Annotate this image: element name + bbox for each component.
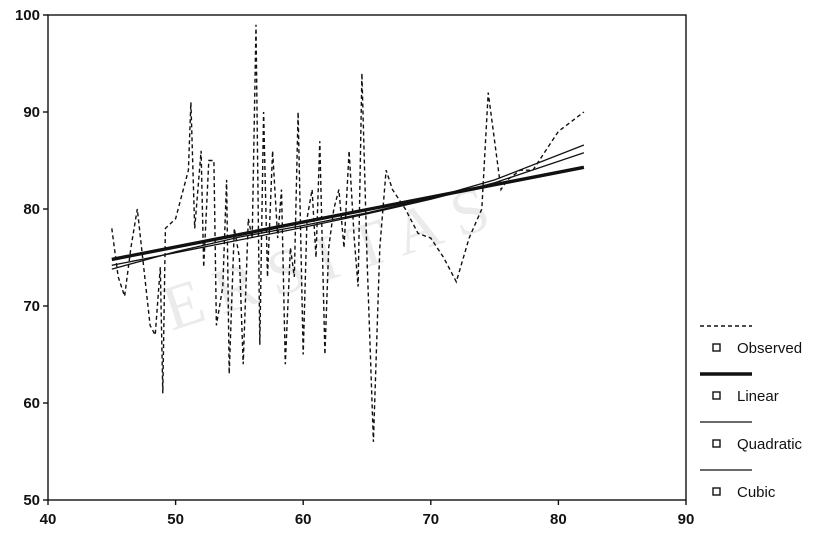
series-line-cubic <box>111 144 585 270</box>
legend-label-observed: Observed <box>737 340 802 357</box>
legend-label-linear: Linear <box>737 388 779 405</box>
x-tick-label: 80 <box>550 511 567 528</box>
x-tick-label: 60 <box>295 511 312 528</box>
legend: Observed Linear Quadratic Cubic <box>700 325 803 501</box>
legend-label-quadratic: Quadratic <box>737 436 803 453</box>
series-line-quadratic <box>111 152 585 266</box>
legend-label-cubic: Cubic <box>737 484 776 501</box>
y-tick-label: 70 <box>23 298 40 315</box>
y-tick-label: 90 <box>23 104 40 121</box>
x-tick-label: 70 <box>422 511 439 528</box>
x-tick-label: 50 <box>167 511 184 528</box>
y-tick-label: 100 <box>15 7 40 24</box>
legend-marker-icon <box>712 439 721 448</box>
series-line-linear <box>111 165 585 262</box>
x-tick-label: 90 <box>678 511 695 528</box>
y-tick-label: 60 <box>23 395 40 412</box>
x-tick-label: 40 <box>40 511 57 528</box>
series-line-observed <box>111 24 585 442</box>
y-tick-label: 80 <box>23 201 40 218</box>
legend-marker-icon <box>712 343 721 352</box>
legend-marker-icon <box>712 487 721 496</box>
legend-marker-icon <box>712 391 721 400</box>
plot-area <box>111 24 585 442</box>
y-tick-label: 50 <box>23 492 40 509</box>
plot-frame <box>47 14 687 501</box>
